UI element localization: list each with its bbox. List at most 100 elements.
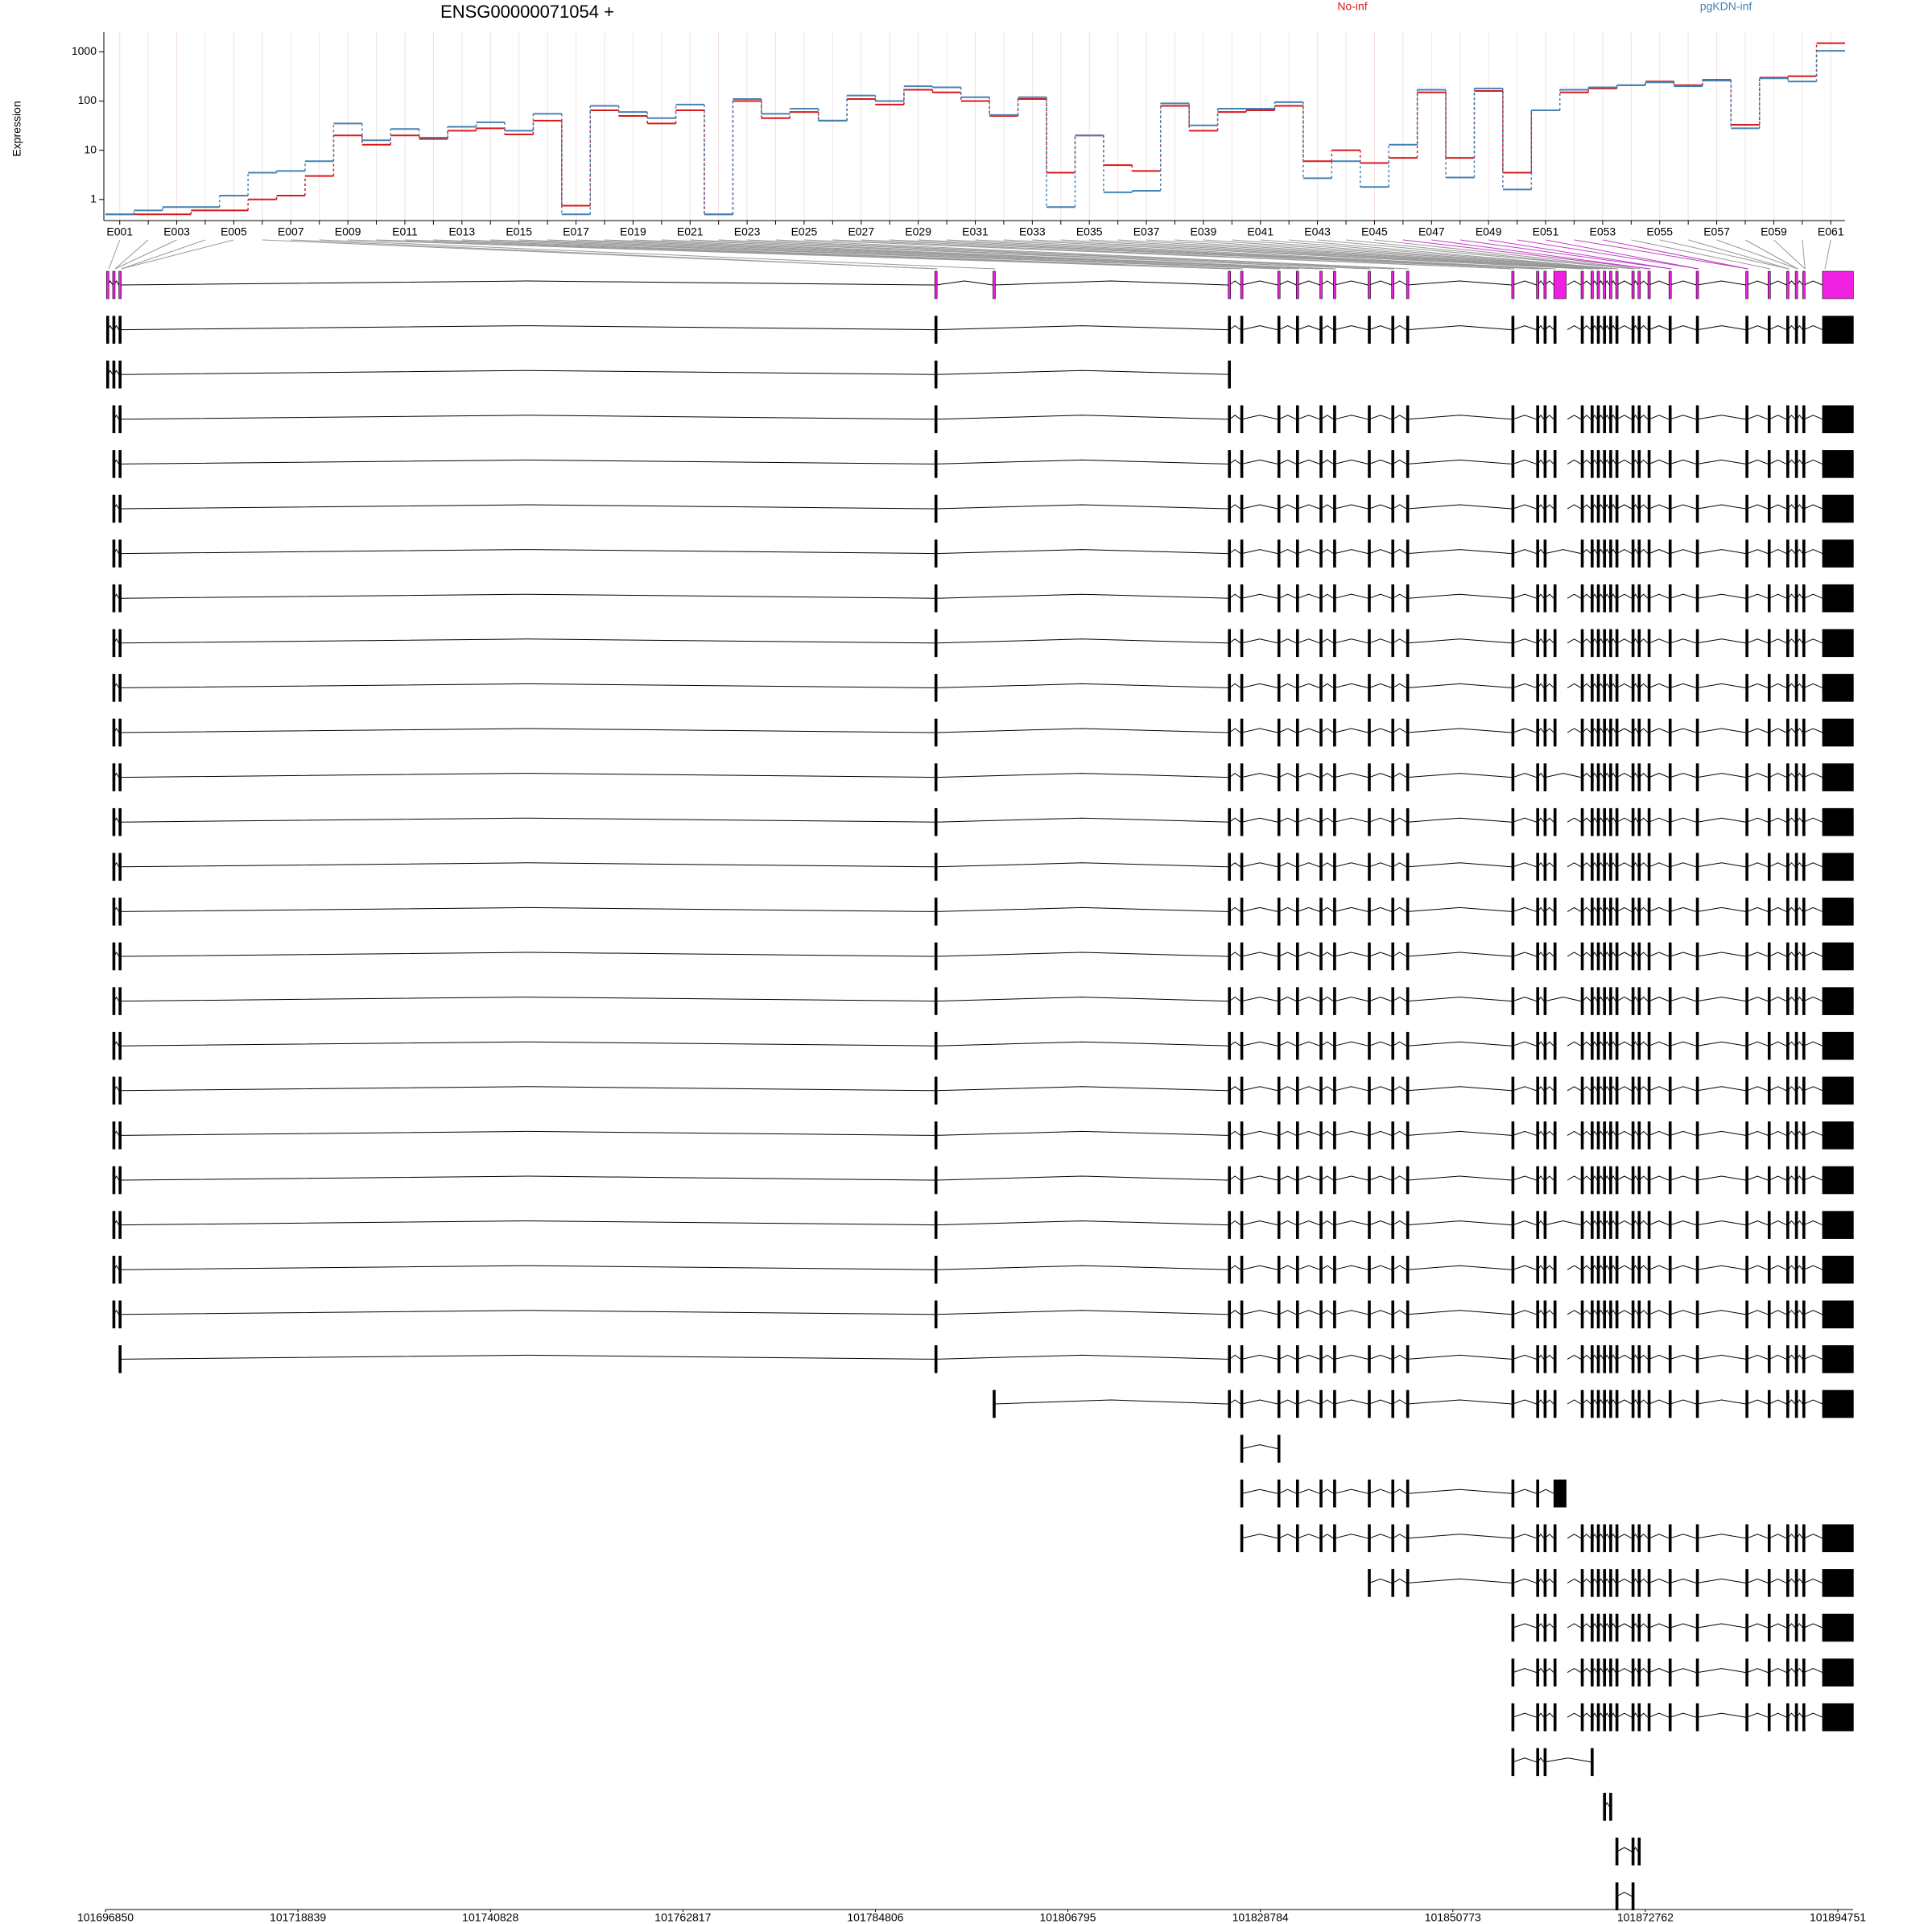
exon	[1319, 718, 1323, 747]
intron	[1545, 1130, 1554, 1136]
intron	[1769, 728, 1787, 733]
exon	[1668, 898, 1672, 926]
exon	[1391, 763, 1395, 791]
exon	[1277, 853, 1281, 881]
intron	[1803, 952, 1823, 957]
exon	[1603, 405, 1607, 434]
exon	[1786, 539, 1790, 568]
exon	[1603, 584, 1607, 613]
intron	[1697, 906, 1746, 912]
intron	[1697, 683, 1746, 688]
exon	[1406, 1389, 1410, 1418]
exon	[1580, 450, 1584, 478]
exon	[1580, 718, 1584, 747]
exon	[1295, 942, 1299, 971]
exon	[1615, 1882, 1619, 1910]
intron	[1616, 728, 1633, 733]
intron	[1513, 415, 1537, 420]
exon	[1596, 405, 1600, 434]
exon	[1580, 1031, 1584, 1060]
exon	[1591, 1121, 1594, 1150]
intron	[1670, 1265, 1697, 1270]
exon	[1536, 1703, 1539, 1732]
intron	[1297, 1041, 1320, 1047]
exon	[934, 270, 938, 299]
intron	[1241, 728, 1278, 733]
intron	[935, 1354, 1228, 1360]
x-tick-label: E053	[1590, 225, 1616, 238]
intron	[1582, 1310, 1591, 1315]
exon	[1553, 898, 1557, 926]
exon	[1295, 1345, 1299, 1373]
intron	[1803, 593, 1823, 599]
exon	[1596, 807, 1600, 836]
exon	[1553, 674, 1557, 702]
exon	[1591, 1389, 1594, 1418]
exon	[1786, 898, 1790, 926]
exon	[1668, 987, 1672, 1015]
exon	[1228, 584, 1231, 613]
exon	[1596, 1524, 1600, 1553]
exon	[1333, 763, 1336, 791]
intron	[1769, 325, 1787, 331]
intron	[1545, 459, 1554, 464]
intron	[1746, 773, 1769, 778]
exon	[1536, 1255, 1539, 1284]
exon	[1511, 1345, 1515, 1373]
exon	[1580, 1345, 1584, 1373]
intron	[1638, 1623, 1649, 1629]
exon	[1794, 450, 1798, 478]
exon	[1536, 763, 1539, 791]
intron	[1567, 415, 1582, 420]
exon	[1240, 584, 1244, 613]
intron	[1241, 1220, 1278, 1226]
exon	[1794, 1121, 1798, 1150]
intron	[1746, 1130, 1769, 1136]
exon	[1767, 807, 1771, 836]
exon	[1767, 763, 1771, 791]
intron	[120, 862, 935, 868]
exon	[1591, 1255, 1594, 1284]
intron	[1228, 1041, 1241, 1047]
intron	[1407, 638, 1512, 644]
intron	[1407, 952, 1512, 957]
exon	[1609, 1255, 1612, 1284]
exon	[1794, 942, 1798, 971]
intron	[1697, 862, 1746, 868]
exon	[1277, 987, 1281, 1015]
intron	[1638, 415, 1649, 420]
exon	[1406, 1031, 1410, 1060]
intron	[120, 1310, 935, 1315]
exon	[1295, 584, 1299, 613]
intron	[1746, 1354, 1769, 1360]
intron	[1241, 906, 1278, 912]
exon	[1591, 405, 1594, 434]
exon	[1511, 539, 1515, 568]
exon	[934, 987, 938, 1015]
exon	[1668, 1031, 1672, 1060]
bin-link	[1232, 239, 1612, 270]
exon	[1802, 1031, 1806, 1060]
intron	[1649, 728, 1670, 733]
intron	[1697, 728, 1746, 733]
y-tick-label: 100	[78, 93, 97, 106]
intron	[1545, 638, 1554, 644]
exon	[1637, 1211, 1641, 1239]
intron	[1513, 1578, 1537, 1583]
exon	[112, 316, 116, 344]
exon	[1553, 1613, 1557, 1642]
exon	[112, 494, 116, 523]
intron	[1297, 1399, 1320, 1405]
exon	[1603, 1300, 1607, 1329]
intron	[1746, 504, 1769, 510]
exon	[1391, 539, 1395, 568]
exon	[1536, 1031, 1539, 1060]
exon	[1406, 584, 1410, 613]
exon	[1637, 405, 1641, 434]
exon	[1277, 584, 1281, 613]
intron	[1513, 1354, 1537, 1360]
intron	[1769, 1041, 1787, 1047]
exon	[1319, 807, 1323, 836]
intron	[1649, 952, 1670, 957]
intron	[1803, 549, 1823, 555]
